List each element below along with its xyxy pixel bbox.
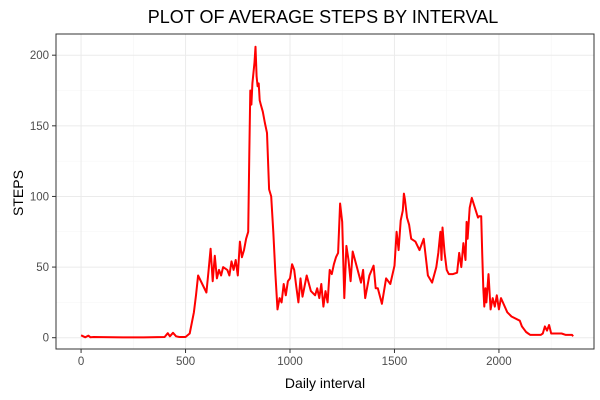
y-tick-label: 0 bbox=[43, 333, 49, 345]
chart-title: PLOT OF AVERAGE STEPS BY INTERVAL bbox=[148, 7, 498, 27]
x-tick-label: 1500 bbox=[382, 356, 408, 368]
x-tick-labels: 0 500 1000 1500 2000 bbox=[78, 356, 512, 368]
x-tick-label: 500 bbox=[176, 356, 195, 368]
grid bbox=[56, 34, 594, 349]
y-tick-label: 50 bbox=[36, 262, 49, 274]
steps-series-line bbox=[80, 45, 574, 339]
x-axis-title: Daily interval bbox=[285, 375, 365, 391]
axis-ticks bbox=[52, 54, 500, 353]
y-tick-label: 150 bbox=[30, 121, 49, 133]
x-tick-label: 1000 bbox=[277, 356, 303, 368]
y-tick-label: 200 bbox=[30, 50, 49, 62]
y-tick-labels: 0 50 100 150 200 bbox=[30, 50, 49, 345]
plot-panel-border bbox=[55, 33, 595, 350]
x-tick-label: 2000 bbox=[486, 356, 512, 368]
y-axis-title: STEPS bbox=[10, 170, 26, 216]
x-tick-label: 0 bbox=[78, 356, 84, 368]
series-line-group bbox=[80, 45, 574, 339]
y-tick-label: 100 bbox=[30, 191, 49, 203]
